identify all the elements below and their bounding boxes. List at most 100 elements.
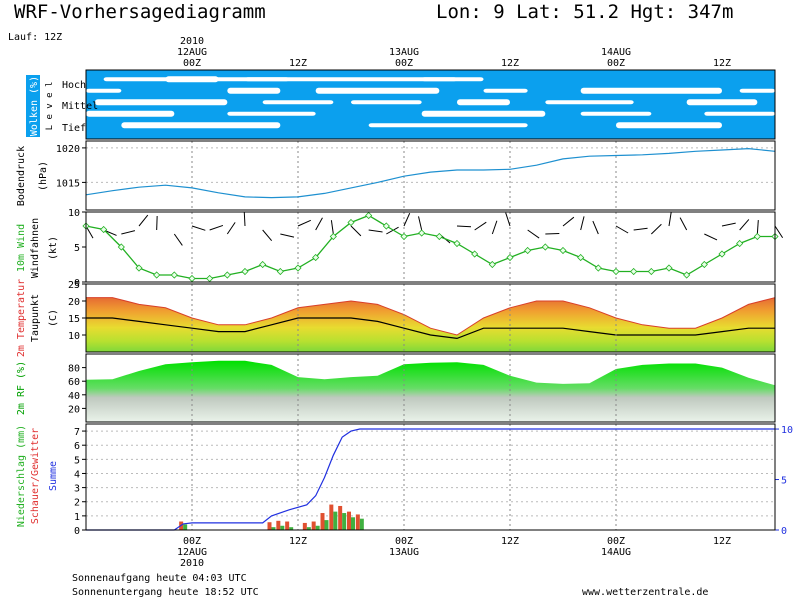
shower-bar bbox=[289, 527, 294, 530]
wind-speed-point bbox=[100, 225, 108, 234]
time-label-bottom: 00Z bbox=[395, 536, 413, 547]
cloud-gap bbox=[580, 87, 722, 94]
wind-speed-point bbox=[418, 229, 426, 237]
time-label-top: 2010 bbox=[180, 36, 204, 47]
wind-barb bbox=[527, 229, 540, 239]
cloud-gap bbox=[86, 88, 122, 93]
wind-barb bbox=[756, 219, 759, 235]
model-run: Lauf: 12Z bbox=[8, 32, 63, 43]
cloud-gap bbox=[227, 87, 281, 94]
clouds-level-label: L e v e l bbox=[45, 82, 55, 131]
time-label-top: 12Z bbox=[289, 58, 307, 69]
cloud-gap bbox=[94, 99, 228, 106]
wind-speed-point bbox=[294, 264, 302, 272]
wind-speed-point bbox=[347, 218, 355, 227]
wind-speed-point bbox=[471, 250, 479, 258]
shower-bar bbox=[359, 518, 364, 530]
time-label-top: 14AUG bbox=[601, 47, 631, 58]
wind-barb bbox=[315, 217, 323, 231]
wind-ytick-label: 10 bbox=[68, 208, 80, 219]
website-link[interactable]: www.wetterzentrale.de bbox=[582, 587, 709, 598]
temp-ytick-label: 15 bbox=[68, 314, 80, 325]
precip-ytick-label: 1 bbox=[74, 512, 80, 523]
shower-bar bbox=[342, 513, 347, 530]
temp-ytick-label: 10 bbox=[68, 331, 80, 342]
wind-speed-point bbox=[206, 274, 214, 283]
wind-barb bbox=[562, 216, 575, 227]
wind-speed-point bbox=[276, 267, 284, 276]
wind-speed-point bbox=[365, 211, 373, 220]
cloud-gap bbox=[739, 88, 775, 93]
cloud-gap bbox=[421, 110, 546, 117]
wind-speed-point bbox=[153, 271, 161, 279]
precip-ytick-label: 6 bbox=[74, 441, 80, 452]
wind-speed-point bbox=[594, 264, 602, 272]
shower-bar bbox=[306, 527, 311, 530]
precip-ytick-label: 3 bbox=[74, 484, 80, 495]
rh-axis-label: 2m RF (%) bbox=[16, 361, 27, 415]
cloud-gap bbox=[616, 122, 722, 129]
wind-sub-label: Windfahnen bbox=[30, 218, 41, 278]
precip-right-tick-label: 10 bbox=[781, 425, 793, 436]
wind-barb bbox=[226, 222, 236, 235]
cumulative-line bbox=[86, 428, 775, 531]
wind-barb bbox=[491, 220, 498, 235]
wind-barb bbox=[209, 224, 224, 231]
time-label-bottom: 12Z bbox=[713, 536, 731, 547]
wind-barb bbox=[386, 226, 399, 235]
precip-ytick-label: 7 bbox=[74, 427, 80, 438]
precip-bar bbox=[347, 511, 351, 530]
precip-axis-label: Niederschlag (mm) bbox=[16, 425, 27, 527]
precip-bar bbox=[276, 520, 281, 530]
shower-bar bbox=[333, 511, 338, 530]
precip-bar bbox=[338, 505, 343, 530]
rh-ytick-label: 60 bbox=[68, 377, 80, 388]
temp-sub-label: Taupunkt bbox=[30, 294, 41, 342]
cloud-gap bbox=[315, 87, 440, 94]
precip-frame bbox=[85, 423, 776, 531]
cloud-level-mid: Mittel bbox=[62, 101, 98, 112]
wind-speed-point bbox=[506, 253, 514, 262]
time-label-top: 00Z bbox=[183, 58, 201, 69]
temp-frame bbox=[85, 283, 776, 353]
wind-barb bbox=[505, 212, 511, 227]
wind-speed-point bbox=[329, 232, 337, 241]
wind-barb bbox=[650, 223, 662, 235]
wind-barb bbox=[704, 233, 718, 241]
wind-speed-point bbox=[312, 253, 320, 262]
wind-speed-point bbox=[524, 246, 532, 255]
wind-ytick-label: 5 bbox=[74, 243, 80, 254]
time-label-bottom: 14AUG bbox=[601, 547, 631, 558]
precip-ytick-label: 5 bbox=[74, 455, 80, 466]
time-label-bottom: 00Z bbox=[183, 536, 201, 547]
wind-barb bbox=[243, 211, 246, 227]
wind-barb bbox=[191, 225, 206, 231]
wind-barb bbox=[138, 214, 149, 227]
wind-speed-point bbox=[630, 267, 638, 276]
wind-speed-point bbox=[435, 232, 443, 241]
temp-ytick-label: 25 bbox=[68, 280, 80, 291]
precip-bar bbox=[329, 504, 334, 530]
wind-barb bbox=[403, 213, 411, 227]
wind-speed-point bbox=[559, 246, 567, 255]
temp-unit-label: (C) bbox=[48, 309, 59, 327]
time-label-bottom: 13AUG bbox=[389, 547, 419, 558]
wind-speed-point bbox=[577, 253, 585, 262]
clouds-label-bg bbox=[26, 75, 40, 137]
cloud-gap bbox=[483, 88, 528, 93]
wind-speed-point bbox=[188, 274, 196, 283]
wind-barb bbox=[668, 212, 672, 227]
wind-speed-point bbox=[382, 222, 390, 230]
time-label-bottom: 12Z bbox=[289, 536, 307, 547]
shower-bar bbox=[183, 524, 188, 530]
cloud-gap bbox=[580, 111, 652, 116]
wind-speed-point bbox=[488, 260, 496, 269]
cloud-gap bbox=[86, 110, 175, 117]
cloud-level-high: Hoch bbox=[62, 80, 86, 91]
precip-ytick-label: 2 bbox=[74, 498, 80, 509]
shower-bar bbox=[280, 525, 285, 530]
wind-speed-point bbox=[170, 271, 178, 279]
precip-bar bbox=[285, 521, 290, 530]
wind-barb bbox=[592, 220, 599, 235]
